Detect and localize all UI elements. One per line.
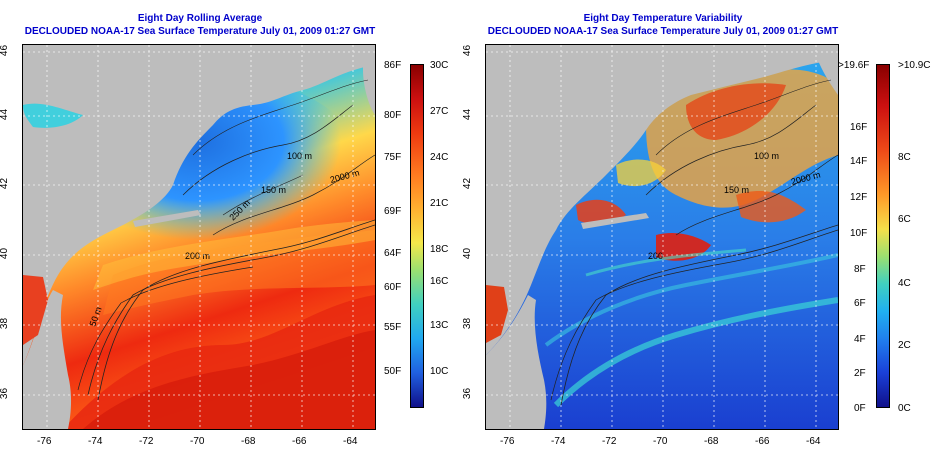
left-lon-72: -72 [139,436,154,447]
right-grid [486,45,838,429]
left-lon-70: -70 [190,436,205,447]
left-cbar-f-64: 64F [384,248,402,259]
left-colorbar [410,64,424,408]
left-lon-76: -76 [37,436,52,447]
right-lon-72: -72 [602,436,617,447]
left-cbar-c-18: 18C [430,244,449,255]
right-cbar-f-0: 0F [854,403,866,414]
left-lon-74: -74 [88,436,103,447]
left-title-line2: DECLOUDED NOAA-17 Sea Surface Temperatur… [24,26,376,37]
left-cbar-c-16: 16C [430,276,449,287]
left-cbar-c-13: 13C [430,320,449,331]
left-lon-64: -64 [343,436,358,447]
left-lat-40: 40 [0,247,11,260]
left-title-line1: Eight Day Rolling Average [137,13,263,24]
left-cbar-f-80: 80F [384,110,402,121]
right-lat-46: 46 [462,44,474,57]
left-cbar-c-24: 24C [430,152,449,163]
right-map-svg: 100 m 150 m 2000 m 200 [486,45,838,429]
left-cbar-c-30: 30C [430,60,449,71]
right-cbar-f-12: 12F [850,192,868,203]
left-lat-36: 36 [0,387,11,400]
left-cbar-f-50: 50F [384,366,402,377]
left-title: Eight Day Rolling Average DECLOUDED NOAA… [20,12,380,38]
left-cbar-f-55: 55F [384,322,402,333]
left-cbar-c-21: 21C [430,198,449,209]
right-cbar-f-19: >19.6F [838,60,870,71]
right-cbar-f-16: 16F [850,122,868,133]
left-contour-100m: 100 m [287,151,312,161]
left-cbar-f-60: 60F [384,282,402,293]
left-grid [23,45,375,429]
right-cbar-f-4: 4F [854,334,866,345]
right-cbar-f-10: 10F [850,228,868,239]
right-lon-66: -66 [755,436,770,447]
left-lat-42: 42 [0,177,11,190]
left-sst-map: 100 m 250 m 150 m 2000 m 200 m 50 m [22,44,376,430]
right-lon-68: -68 [704,436,719,447]
right-cbar-f-2: 2F [854,368,866,379]
left-cbar-c-10: 10C [430,366,449,377]
right-cbar-f-14: 14F [850,156,868,167]
right-lat-36: 36 [462,387,474,400]
right-title: Eight Day Temperature Variability DECLOU… [478,12,848,38]
right-cbar-c-0: 0C [898,403,911,414]
right-cbar-c-2: 2C [898,340,911,351]
left-cbar-f-86: 86F [384,60,402,71]
right-lon-64: -64 [806,436,821,447]
right-lat-44: 44 [462,108,474,121]
right-title-line2: DECLOUDED NOAA-17 Sea Surface Temperatur… [487,26,839,37]
right-cbar-f-8: 8F [854,264,866,275]
right-lat-38: 38 [462,317,474,330]
left-lat-44: 44 [0,108,11,121]
left-lon-68: -68 [241,436,256,447]
left-lat-38: 38 [0,317,11,330]
right-title-line1: Eight Day Temperature Variability [583,13,743,24]
right-cbar-f-6: 6F [854,298,866,309]
left-cbar-f-69: 69F [384,206,402,217]
right-cbar-c-4: 4C [898,278,911,289]
right-lat-40: 40 [462,247,474,260]
left-cbar-c-27: 27C [430,106,449,117]
left-contour-200m: 200 m [185,251,210,261]
right-contour-200: 200 [648,251,663,261]
right-colorbar [876,64,890,408]
left-lat-46: 46 [0,44,11,57]
right-contour-100m: 100 m [754,151,779,161]
right-lon-76: -76 [500,436,515,447]
right-lon-70: -70 [653,436,668,447]
left-map-svg: 100 m 250 m 150 m 2000 m 200 m 50 m [23,45,375,429]
right-cbar-c-10: >10.9C [898,60,931,71]
left-contour-150m: 150 m [261,185,286,195]
right-cbar-c-6: 6C [898,214,911,225]
left-cbar-f-75: 75F [384,152,402,163]
right-cbar-c-8: 8C [898,152,911,163]
right-contour-150m: 150 m [724,185,749,195]
right-variability-map: 100 m 150 m 2000 m 200 [485,44,839,430]
right-lon-74: -74 [551,436,566,447]
left-lon-66: -66 [292,436,307,447]
right-lat-42: 42 [462,177,474,190]
